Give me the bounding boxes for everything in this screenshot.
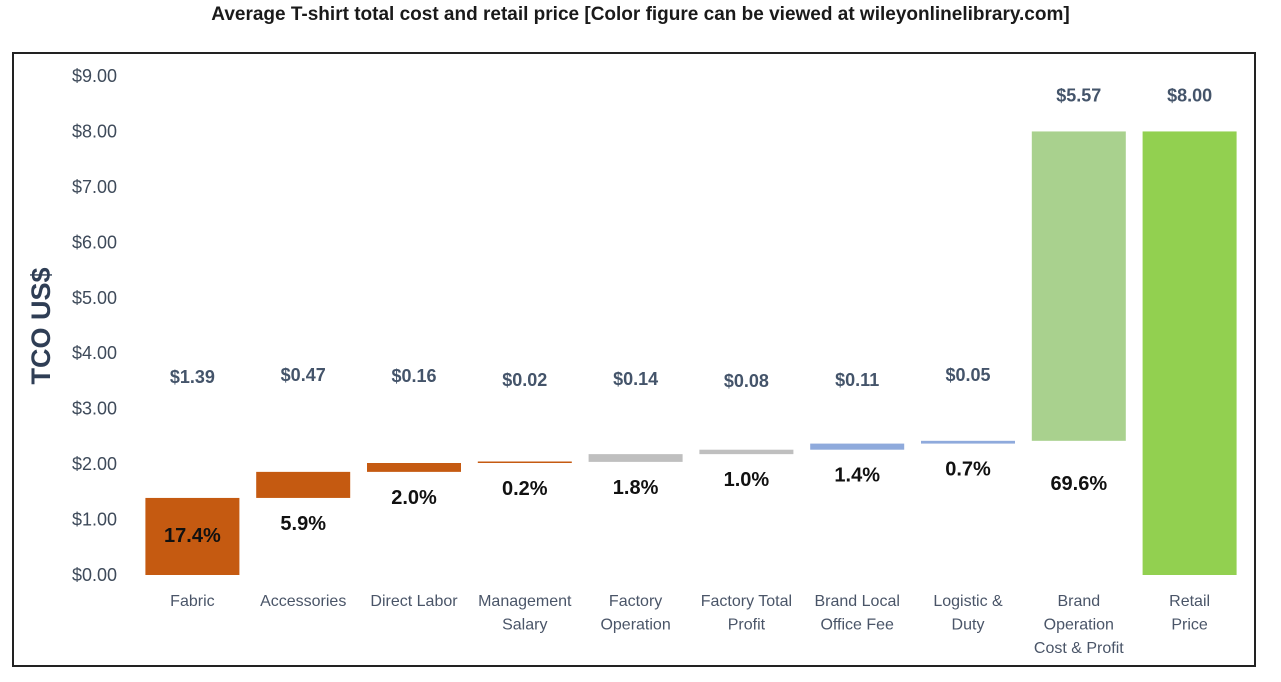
bar (810, 443, 905, 450)
category-label: Factory Total (701, 593, 792, 610)
bar (145, 497, 240, 575)
y-tick-label: $2.00 (72, 454, 117, 474)
value-label: $0.02 (502, 370, 547, 390)
value-label: $0.08 (724, 371, 769, 391)
y-tick-label: $9.00 (72, 66, 117, 86)
percent-label: 17.4% (164, 525, 221, 547)
y-tick-label: $8.00 (72, 121, 117, 141)
chart-frame (12, 52, 1256, 667)
category-label: Management (478, 593, 572, 610)
category-label: Operation (1044, 617, 1114, 634)
y-tick-label: $3.00 (72, 399, 117, 419)
bar (367, 463, 461, 472)
category-label: Profit (728, 617, 766, 634)
y-tick-label: $6.00 (72, 232, 117, 252)
percent-label: 69.6% (1050, 473, 1107, 495)
category-label: Operation (600, 617, 670, 634)
category-label: Direct Labor (370, 593, 458, 610)
bar (921, 440, 1015, 444)
category-label: Retail (1169, 593, 1210, 610)
category-label: Accessories (260, 593, 346, 610)
value-label: $5.57 (1056, 85, 1101, 105)
value-label: $8.00 (1167, 85, 1212, 105)
category-label: Factory (609, 593, 662, 610)
bar (1031, 131, 1126, 441)
bar (1142, 131, 1237, 575)
category-label: Salary (502, 617, 547, 634)
percent-label: 1.8% (613, 477, 659, 499)
bar (477, 461, 572, 464)
value-label: $0.16 (391, 366, 436, 386)
y-tick-label: $7.00 (72, 177, 117, 197)
y-tick-label: $5.00 (72, 288, 117, 308)
category-label: Duty (952, 617, 985, 634)
bar (588, 454, 683, 462)
percent-label: 2.0% (391, 487, 437, 509)
value-label: $0.14 (613, 369, 658, 389)
category-label: Office Fee (820, 617, 894, 634)
percent-label: 5.9% (280, 513, 326, 535)
y-axis-title: TCO US$ (26, 267, 56, 384)
category-label: Brand Local (815, 593, 900, 610)
bar (256, 471, 351, 498)
chart-title: Average T-shirt total cost and retail pr… (211, 4, 1070, 25)
category-label: Fabric (170, 593, 214, 610)
y-tick-label: $4.00 (72, 343, 117, 363)
y-tick-label: $1.00 (72, 510, 117, 530)
percent-label: 1.4% (834, 465, 880, 487)
category-label: Brand (1057, 593, 1100, 610)
percent-label: 0.2% (502, 478, 548, 500)
value-label: $1.39 (170, 367, 215, 387)
category-label: Price (1171, 617, 1208, 634)
value-label: $0.05 (945, 365, 990, 385)
value-label: $0.11 (835, 370, 879, 390)
value-label: $0.47 (281, 365, 326, 385)
percent-label: 1.0% (724, 469, 770, 491)
category-label: Logistic & (933, 593, 1003, 610)
category-label: Cost & Profit (1034, 640, 1124, 657)
percent-label: 0.7% (945, 459, 991, 481)
y-tick-label: $0.00 (72, 565, 117, 585)
bar (699, 449, 794, 455)
